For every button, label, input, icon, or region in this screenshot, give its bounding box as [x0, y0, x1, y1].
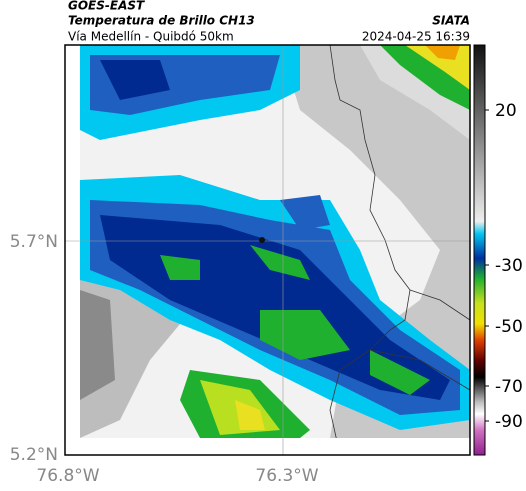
title: Temperatura de Brillo CH13	[68, 14, 255, 28]
colorbar-label: -30	[495, 256, 523, 276]
borders	[329, 44, 471, 456]
lat-label: 5.7°N	[10, 232, 58, 252]
graticule	[65, 45, 470, 455]
colorbar	[473, 44, 486, 456]
lon-label: 76.8°W	[36, 466, 99, 486]
satellite-image	[80, 45, 470, 438]
colorbar-ticks: 20 -30 -50 -70 -90	[485, 101, 523, 432]
map-frame	[64, 44, 471, 456]
subtitle: Vía Medellín - Quibdó 50km	[68, 30, 234, 44]
lat-label: 5.2°N	[10, 445, 58, 465]
colorbar-label: -90	[495, 412, 523, 432]
colorbar-label: -70	[495, 377, 523, 397]
colorbar-label: 20	[495, 101, 517, 121]
timestamp: 2024-04-25 16:39	[362, 30, 470, 44]
source: GOES-EAST	[68, 0, 145, 13]
lon-label: 76.3°W	[255, 466, 318, 486]
colorbar-label: -50	[495, 317, 523, 337]
credit: SIATA	[432, 14, 470, 28]
location-marker	[259, 237, 265, 243]
